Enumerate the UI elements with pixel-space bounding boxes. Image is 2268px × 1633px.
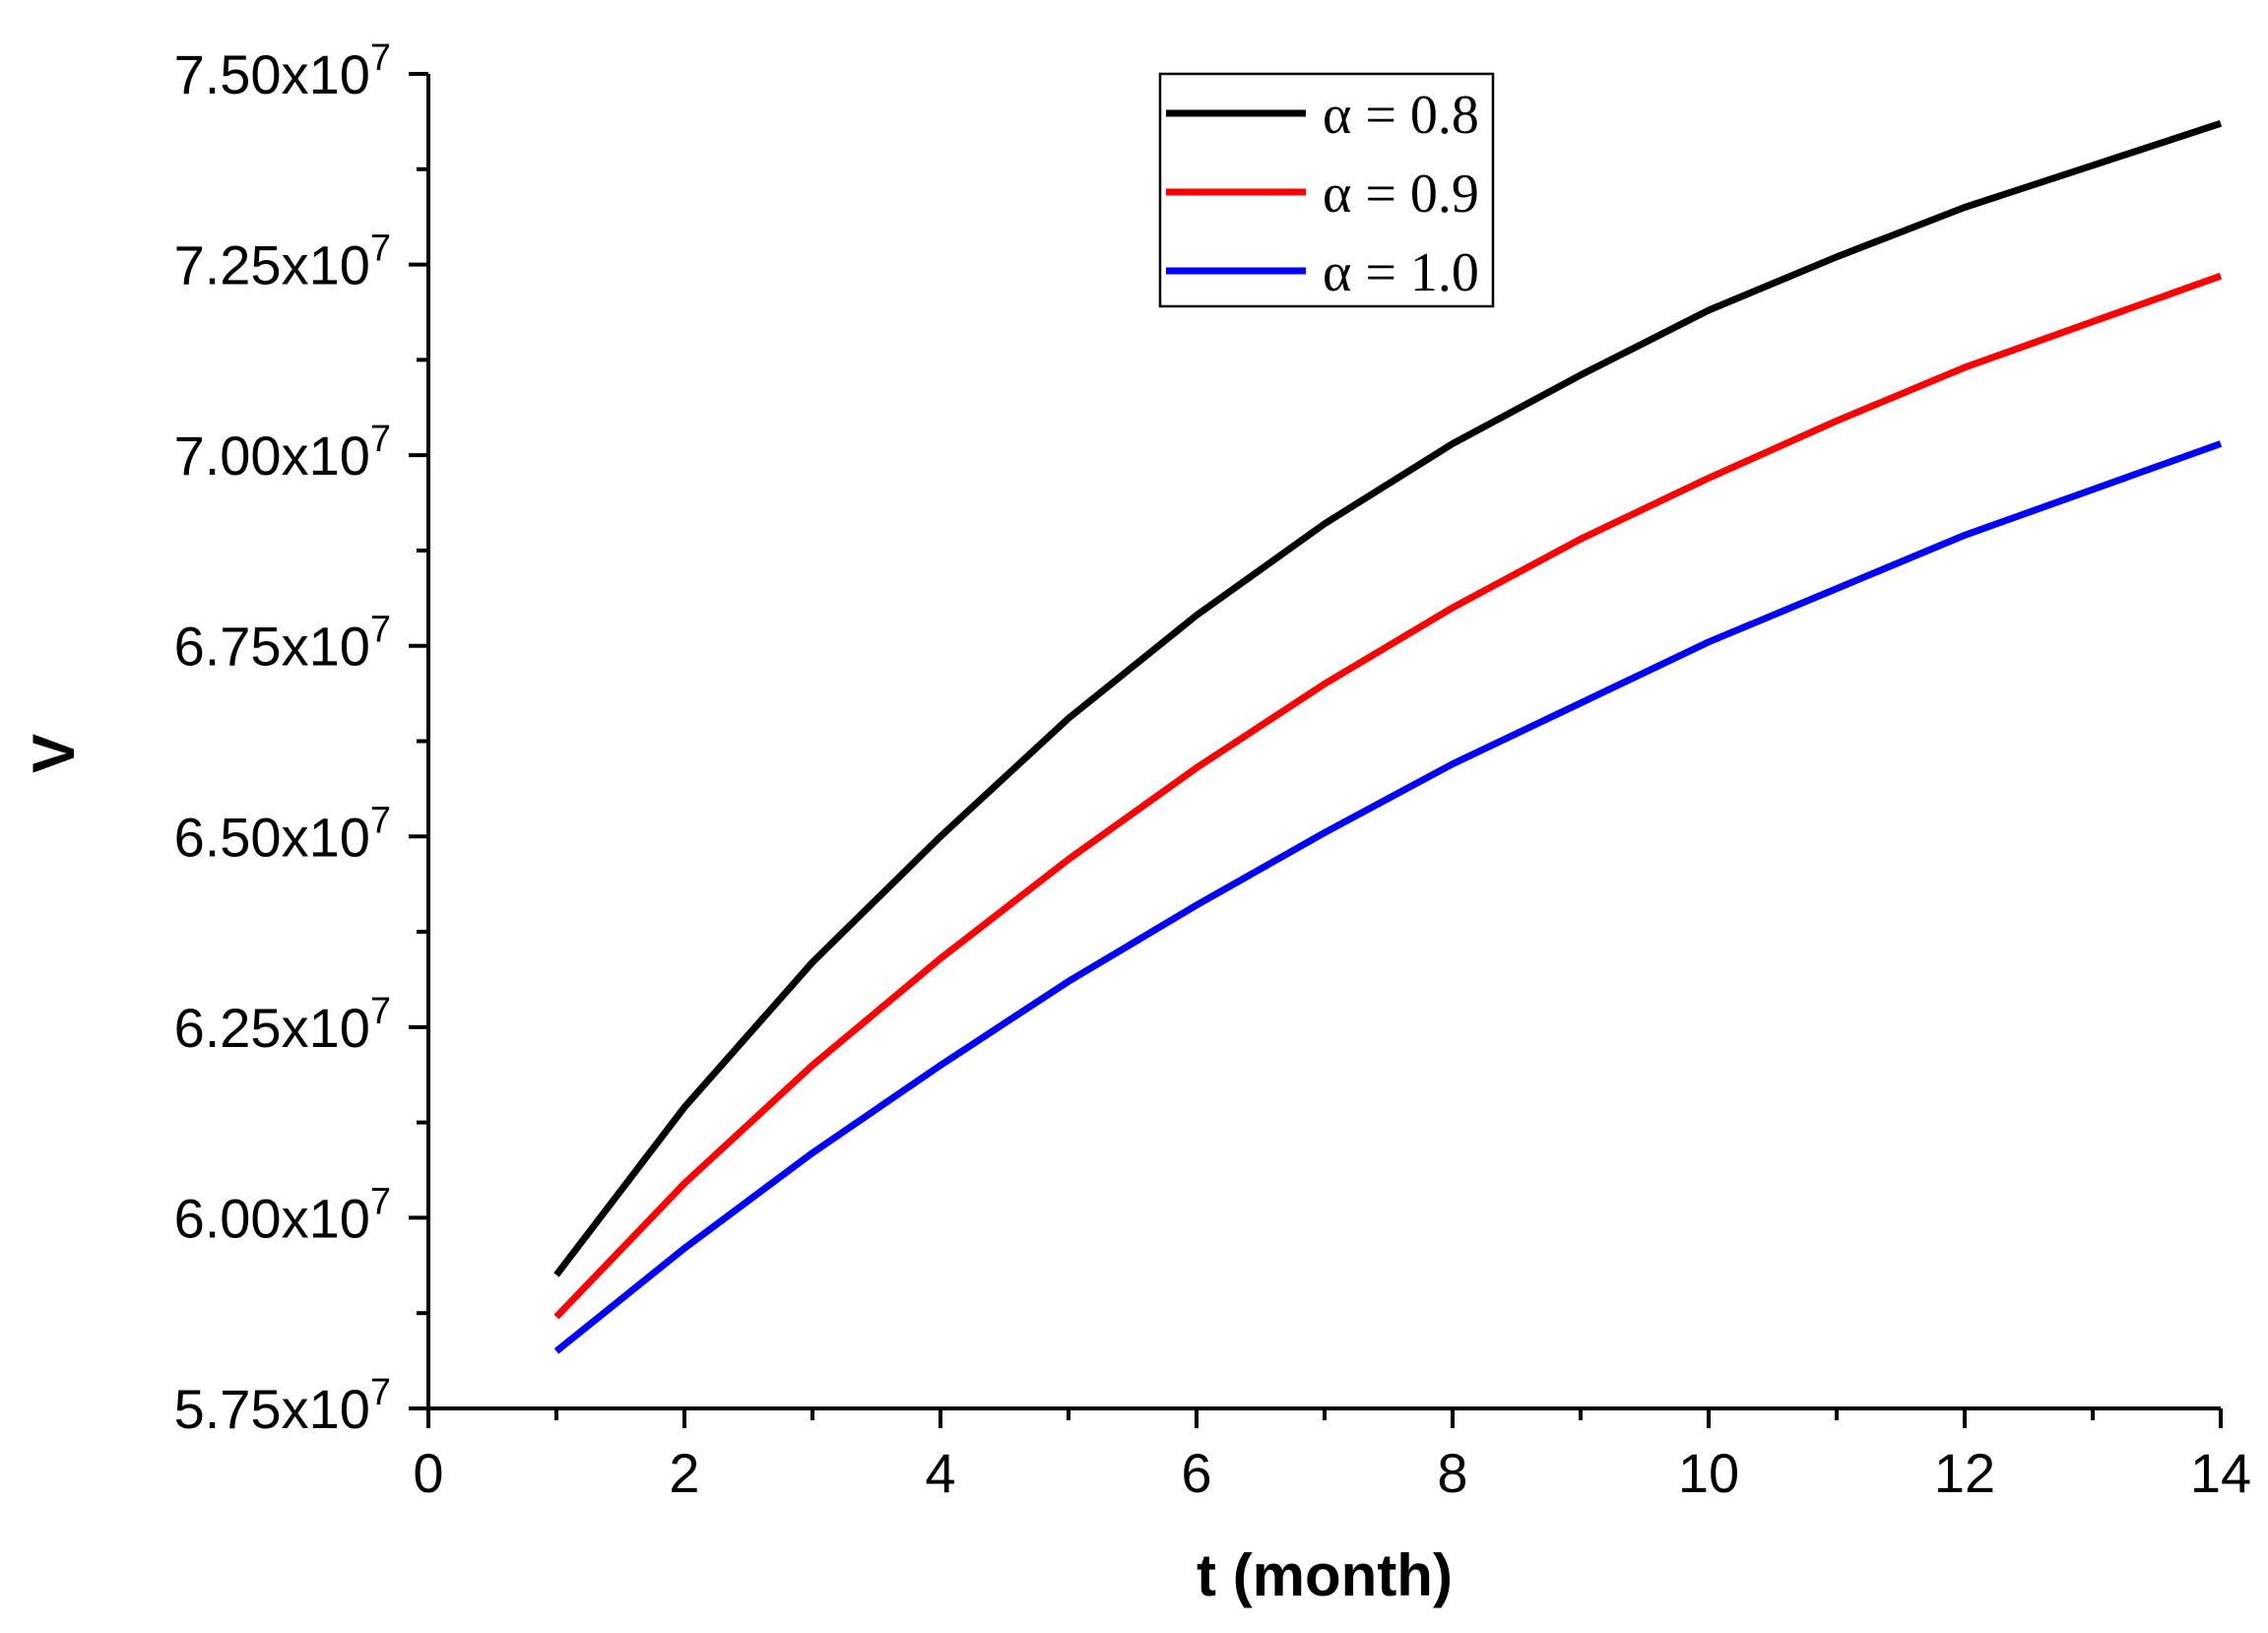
y-tick-exponent: 7 <box>370 419 391 460</box>
y-tick-mantissa: 6.25x10 <box>174 997 370 1059</box>
axes: 0 2 4 6 8 10 12 145.75x1076.00x1076.25x1076.50x… <box>174 37 2252 1504</box>
y-tick-label: 7.25x107 <box>174 229 391 296</box>
x-tick-label: 10 <box>1678 1442 1739 1504</box>
y-tick-exponent: 7 <box>370 1181 391 1222</box>
y-tick-label: 6.50x107 <box>174 800 391 868</box>
y-tick-label: 7.00x107 <box>174 419 391 487</box>
plot-area <box>553 119 2223 1354</box>
series-line-1 <box>553 119 2223 1277</box>
y-tick-mantissa: 5.75x10 <box>174 1378 370 1440</box>
x-axis-title: t (month) <box>1197 1542 1453 1608</box>
y-axis-title: V <box>21 734 87 773</box>
x-tick-label: 14 <box>2190 1442 2251 1504</box>
legend-label: α = 0.9 <box>1323 163 1479 225</box>
x-tick-label: 8 <box>1437 1442 1467 1504</box>
y-tick-exponent: 7 <box>370 800 391 841</box>
legend-label: α = 1.0 <box>1323 242 1479 303</box>
y-tick-label: 6.75x107 <box>174 610 391 678</box>
y-tick-exponent: 7 <box>370 610 391 651</box>
y-tick-label: 6.00x107 <box>174 1181 391 1249</box>
y-tick-label: 7.50x107 <box>174 37 391 105</box>
y-tick-label: 5.75x107 <box>174 1372 391 1440</box>
legend-label: α = 0.8 <box>1323 85 1479 146</box>
y-tick-exponent: 7 <box>370 991 391 1032</box>
y-tick-label: 6.25x107 <box>174 991 391 1059</box>
y-tick-exponent: 7 <box>370 229 391 270</box>
legend: α = 0.8 α = 0.9 α = 1.0 <box>1158 72 1495 308</box>
x-tick-label: 12 <box>1934 1442 1995 1504</box>
x-tick-label: 6 <box>1181 1442 1211 1504</box>
y-tick-mantissa: 7.25x10 <box>174 234 370 296</box>
series-line-3 <box>553 440 2223 1354</box>
y-tick-mantissa: 7.00x10 <box>174 425 370 487</box>
y-tick-exponent: 7 <box>370 1372 391 1413</box>
y-tick-mantissa: 6.75x10 <box>174 616 370 678</box>
y-tick-mantissa: 6.50x10 <box>174 806 370 868</box>
x-tick-label: 0 <box>413 1442 443 1504</box>
x-tick-label: 2 <box>669 1442 699 1504</box>
x-tick-label: 4 <box>925 1442 955 1504</box>
y-tick-exponent: 7 <box>370 37 391 79</box>
y-tick-mantissa: 6.00x10 <box>174 1187 370 1249</box>
y-tick-mantissa: 7.50x10 <box>174 43 370 105</box>
series-line-2 <box>553 272 2223 1320</box>
